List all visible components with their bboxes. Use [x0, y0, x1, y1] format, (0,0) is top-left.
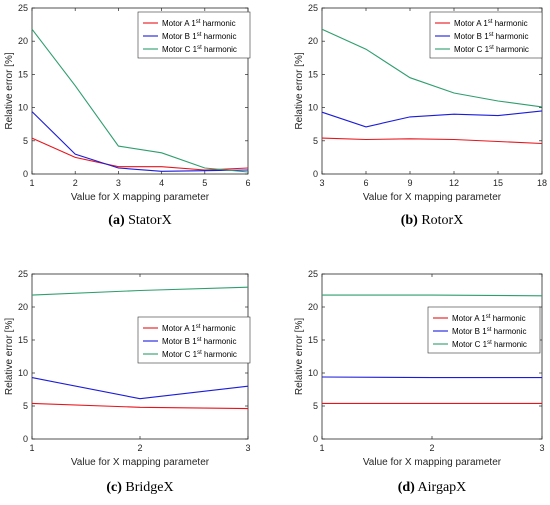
y-tick-label: 5 [23, 401, 28, 411]
y-tick-label: 10 [18, 368, 28, 378]
legend-label: Motor A 1st harmonic [454, 19, 528, 28]
legend-box [427, 306, 541, 354]
series-line-motor-a [31, 402, 249, 410]
legend-box [137, 316, 251, 364]
y-tick-label: 5 [23, 136, 28, 146]
y-tick-label: 15 [308, 69, 318, 79]
y-tick-label: 15 [18, 69, 28, 79]
y-tick-label: 10 [18, 103, 28, 113]
legend-label: Motor A 1st harmonic [452, 314, 526, 323]
x-axis-label: Value for X mapping parameter [363, 457, 502, 468]
x-axis-label: Value for X mapping parameter [71, 457, 210, 468]
legend-label: Motor C 1st harmonic [162, 350, 237, 359]
x-tick-label: 6 [363, 178, 368, 188]
x-axis-label: Value for X mapping parameter [363, 192, 502, 203]
chart-panel-statorx: 0 5 10 15 20 25 1 2 3 4 5 6 Value for X mapping para… [4, 3, 251, 228]
series-line-motor-c [31, 28, 249, 173]
x-axis-label: Value for X mapping parameter [71, 192, 210, 203]
x-tick-label: 3 [539, 443, 544, 453]
panel-caption: (b) RotorX [401, 213, 464, 228]
legend-label: Motor A 1st harmonic [162, 19, 236, 28]
legend-box [429, 11, 543, 59]
y-tick-label: 10 [308, 368, 318, 378]
x-tick-label: 3 [116, 178, 121, 188]
chart-panel-rotorx: 0 5 10 15 20 25 3 6 9 12 15 18 Value for X mapping p… [294, 3, 547, 228]
x-tick-label: 1 [29, 443, 34, 453]
legend-label: Motor B 1st harmonic [162, 337, 236, 346]
y-tick-label: 25 [308, 269, 318, 279]
y-tick-label: 15 [18, 335, 28, 345]
y-tick-label: 20 [18, 36, 28, 46]
plot-frame [321, 273, 543, 440]
series-line-motor-c [31, 286, 249, 296]
x-tick-label: 3 [319, 178, 324, 188]
y-tick-label: 0 [313, 169, 318, 179]
x-tick-label: 2 [137, 443, 142, 453]
legend-label: Motor C 1st harmonic [452, 340, 527, 349]
x-tick-label: 4 [159, 178, 164, 188]
y-tick-label: 0 [313, 434, 318, 444]
series-line-motor-a [321, 137, 543, 145]
chart-panel-bridgex: 0 5 10 15 20 25 1 2 3 Value for X mapping paramet… [4, 269, 251, 495]
x-tick-label: 5 [202, 178, 207, 188]
legend-box [137, 11, 251, 59]
series-line-motor-a [31, 137, 249, 171]
y-tick-label: 20 [18, 302, 28, 312]
legend-label: Motor B 1st harmonic [162, 32, 236, 41]
series-line-motor-b [321, 376, 542, 379]
y-axis-label: Relative error [%] [4, 52, 15, 129]
y-tick-label: 0 [23, 434, 28, 444]
y-tick-label: 20 [308, 36, 318, 46]
y-tick-label: 15 [308, 335, 318, 345]
y-axis-label: Relative error [%] [4, 318, 15, 395]
panel-caption: (c) BridgeX [106, 480, 173, 495]
legend-label: Motor B 1st harmonic [454, 32, 528, 41]
x-tick-label: 15 [493, 178, 503, 188]
y-tick-label: 25 [18, 269, 28, 279]
y-tick-label: 20 [308, 302, 318, 312]
series-line-motor-c [322, 294, 543, 297]
x-tick-label: 12 [449, 178, 459, 188]
series-line-motor-b [31, 377, 249, 400]
y-axis-label: Relative error [%] [294, 52, 305, 129]
x-tick-label: 18 [537, 178, 547, 188]
panel-caption: (a) StatorX [108, 213, 171, 228]
y-tick-label: 0 [23, 169, 28, 179]
x-tick-label: 1 [29, 178, 34, 188]
x-tick-label: 3 [245, 443, 250, 453]
legend-label: Motor A 1st harmonic [162, 324, 236, 333]
y-tick-label: 25 [308, 3, 318, 13]
y-tick-label: 5 [313, 136, 318, 146]
y-tick-label: 25 [18, 3, 28, 13]
y-tick-label: 5 [313, 401, 318, 411]
legend-label: Motor C 1st harmonic [454, 45, 529, 54]
series-line-motor-b [321, 110, 543, 128]
legend-label: Motor B 1st harmonic [452, 327, 526, 336]
legend-label: Motor C 1st harmonic [162, 45, 237, 54]
y-tick-label: 10 [308, 103, 318, 113]
x-tick-label: 2 [73, 178, 78, 188]
x-tick-label: 2 [429, 443, 434, 453]
x-tick-label: 1 [319, 443, 324, 453]
chart-panel-airgapx: 0 5 10 15 20 25 1 2 3 Value for X mapping paramet… [294, 269, 545, 495]
x-tick-label: 9 [407, 178, 412, 188]
panel-caption: (d) AirgapX [398, 480, 467, 495]
series-line-motor-c [321, 28, 543, 108]
x-tick-label: 6 [245, 178, 250, 188]
series-line-motor-b [31, 111, 249, 172]
y-axis-label: Relative error [%] [294, 318, 305, 395]
